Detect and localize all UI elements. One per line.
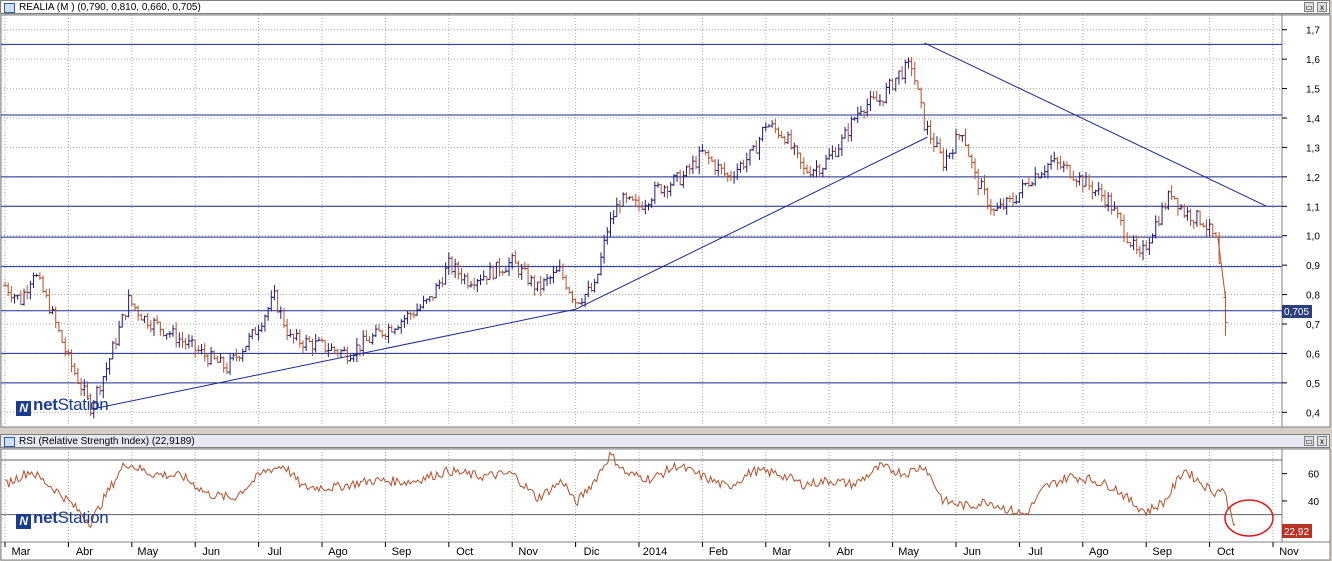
- annotation-circle: [1224, 499, 1274, 537]
- y-tick-label: 0,9: [1306, 261, 1320, 272]
- x-tick-label: Abr: [837, 546, 854, 558]
- x-tick-label: Ago: [1089, 546, 1109, 558]
- y-tick-label: 1,5: [1306, 85, 1320, 96]
- y-tick-label: 1,3: [1306, 143, 1320, 154]
- logo-suffix: Station: [57, 395, 109, 414]
- trendline[interactable]: [90, 308, 576, 410]
- ohlc-bar-last: [1217, 237, 1228, 336]
- trendline[interactable]: [924, 42, 1267, 207]
- rsi-restore-button[interactable]: ▭: [1304, 436, 1314, 446]
- netstation-logo-icon: N: [16, 401, 31, 416]
- x-tick-label: Jul: [268, 546, 282, 558]
- x-tick-label: Oct: [456, 546, 473, 558]
- price-last-value: 0,705: [1284, 307, 1309, 318]
- y-tick-label: 0,7: [1306, 320, 1320, 331]
- y-tick-label: 1,2: [1306, 173, 1320, 184]
- x-tick-label: May: [137, 546, 158, 558]
- y-tick-label: 1,1: [1306, 202, 1320, 213]
- restore-button[interactable]: ▭: [1304, 2, 1314, 12]
- chart-window-icon: [4, 3, 15, 13]
- gap-down-line: [1217, 237, 1226, 298]
- rsi-last-badge: [1282, 524, 1312, 538]
- x-tick-label: Jun: [202, 546, 220, 558]
- price-panel-title: REALIA (M ) (0,790, 0,810, 0,660, 0,705): [19, 2, 201, 13]
- x-tick-label: Oct: [1217, 546, 1234, 558]
- y-tick-label: 1,4: [1306, 114, 1320, 125]
- x-tick-label: Nov: [1279, 546, 1299, 558]
- netstation-logo-icon: N: [16, 514, 31, 529]
- x-tick-label: 2014: [643, 546, 667, 558]
- x-tick-label: Feb: [709, 546, 728, 558]
- x-tick-label: Ago: [328, 546, 348, 558]
- x-tick-label: Sep: [1152, 546, 1172, 558]
- rsi-y-tick-label: 60: [1308, 470, 1320, 481]
- rsi-close-button[interactable]: x: [1317, 436, 1327, 446]
- x-tick-label: Abr: [76, 546, 93, 558]
- y-tick-label: 0,8: [1306, 291, 1320, 302]
- indicator-window-icon: [4, 437, 15, 447]
- logo-prefix: net: [33, 395, 58, 414]
- price-panel-titlebar[interactable]: REALIA (M ) (0,790, 0,810, 0,660, 0,705)…: [0, 0, 1330, 14]
- y-tick-label: 0,6: [1306, 349, 1320, 360]
- time-axis-area: [0, 541, 1331, 561]
- rsi-last-value: 22,92: [1284, 527, 1309, 538]
- trendline[interactable]: [575, 136, 928, 310]
- x-tick-label: Sep: [392, 546, 412, 558]
- close-button[interactable]: x: [1317, 2, 1327, 12]
- x-tick-label: Nov: [518, 546, 538, 558]
- y-tick-label: 0,4: [1306, 408, 1320, 419]
- rsi-y-tick-label: 40: [1308, 497, 1320, 508]
- y-tick-label: 1,0: [1306, 232, 1320, 243]
- price-axis-area: [1281, 14, 1331, 428]
- rsi-panel-titlebar[interactable]: RSI (Relative Strength Index) (22,9189) …: [0, 434, 1330, 448]
- rsi-line: [5, 451, 1236, 529]
- price-plot-area[interactable]: [0, 14, 1283, 428]
- y-tick-label: 1,7: [1306, 26, 1320, 37]
- y-tick-label: 0,5: [1306, 379, 1320, 390]
- rsi-panel-title: RSI (Relative Strength Index) (22,9189): [19, 436, 195, 447]
- x-tick-label: Jul: [1028, 546, 1042, 558]
- logo-prefix: net: [33, 508, 58, 527]
- x-tick-label: Mar: [772, 546, 791, 558]
- x-tick-label: May: [898, 546, 919, 558]
- x-tick-label: Mar: [12, 546, 31, 558]
- x-tick-label: Dic: [584, 546, 600, 558]
- price-last-badge: [1282, 305, 1312, 318]
- x-tick-label: Jun: [963, 546, 981, 558]
- y-tick-label: 1,6: [1306, 55, 1320, 66]
- logo-suffix: Station: [57, 508, 109, 527]
- rsi-plot-area[interactable]: [0, 448, 1283, 543]
